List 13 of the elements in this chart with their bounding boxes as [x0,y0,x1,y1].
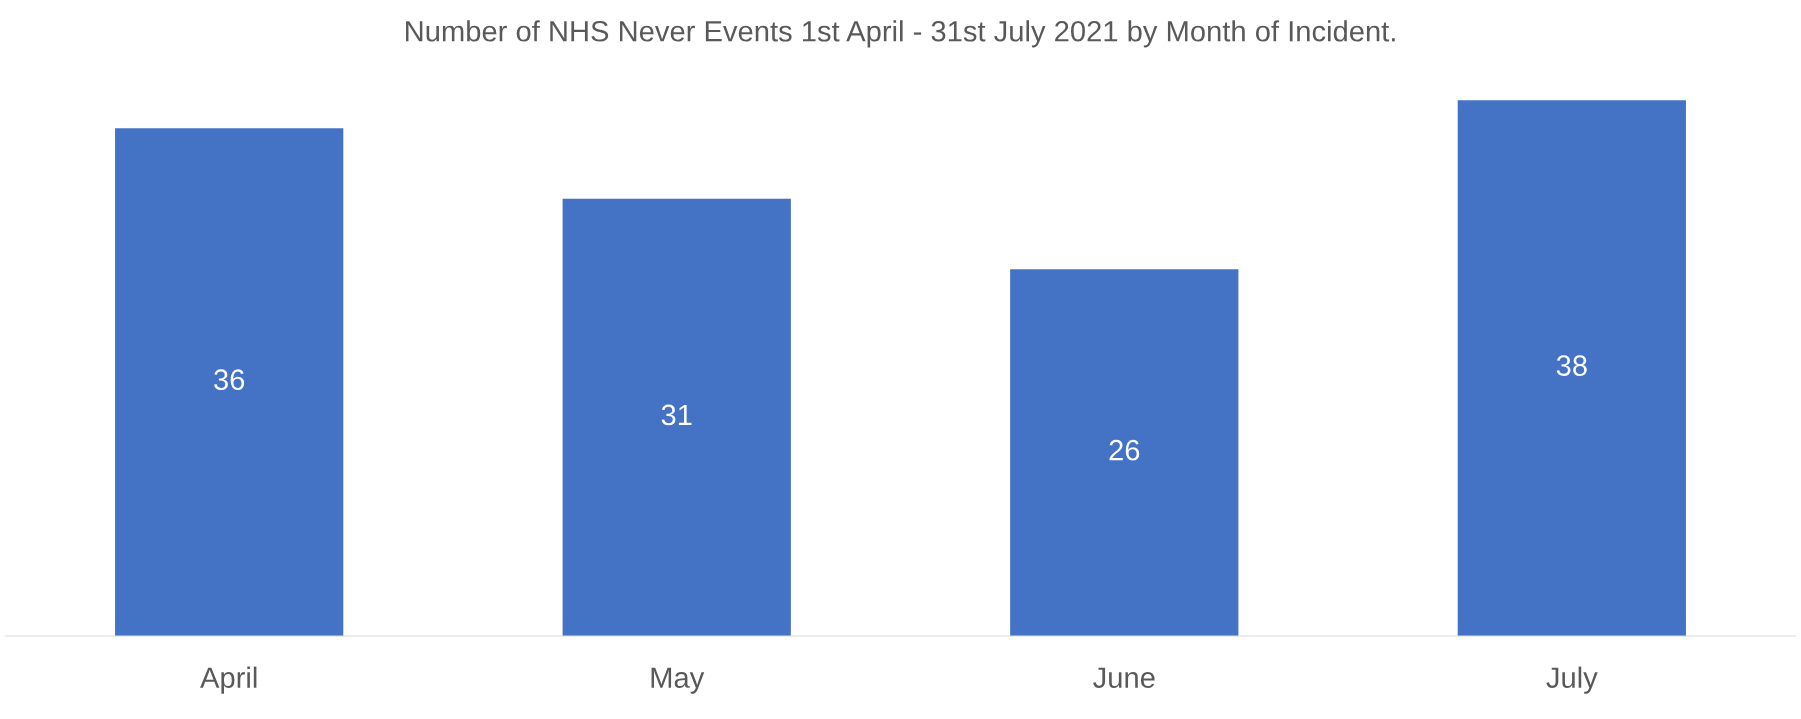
bar [1010,269,1239,637]
x-tick-label: July [1546,666,1598,694]
data-label: 31 [661,404,692,426]
bar [562,198,791,637]
data-label: 26 [1109,439,1140,461]
data-label: 36 [214,369,245,391]
chart-title: Number of NHS Never Events 1st April - 31st July 2021 by Month of Incident. [406,20,1395,48]
x-tick-label: May [651,667,705,694]
bar [1457,100,1686,637]
x-tick-label: April [200,666,257,694]
x-tick-label: June [1093,667,1155,689]
bar [115,128,344,637]
data-label: 38 [1556,355,1587,376]
